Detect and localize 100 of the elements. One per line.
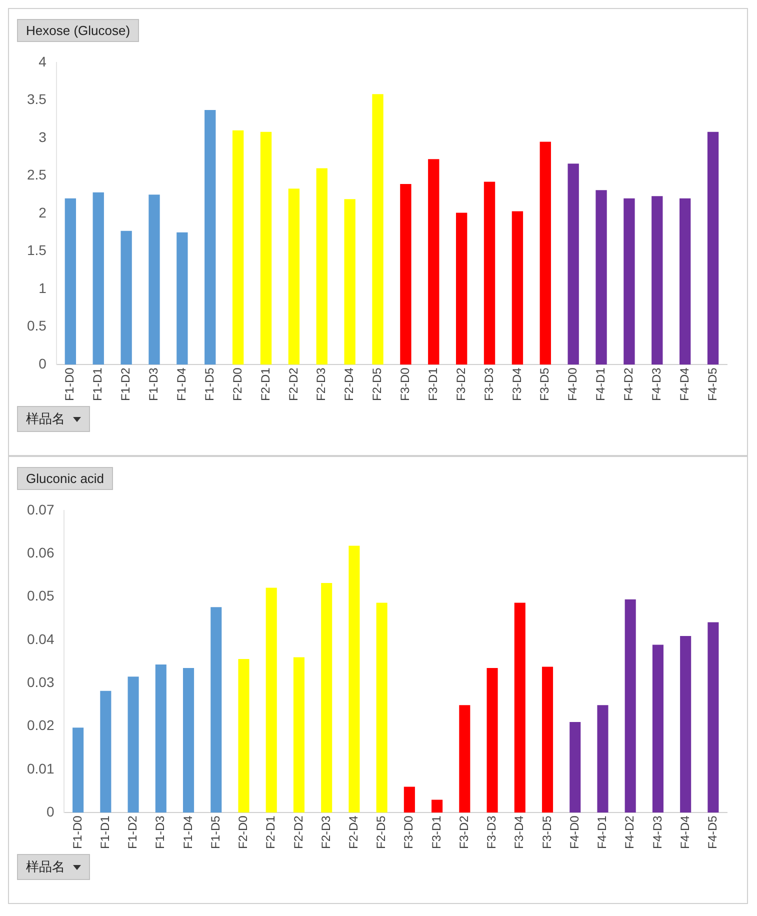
bar <box>176 232 188 365</box>
bar <box>210 607 222 813</box>
bar <box>540 142 551 365</box>
x-tick-label: F3-D2 <box>456 815 471 850</box>
y-tick-label: 3 <box>38 128 47 145</box>
x-tick-label: F4-D2 <box>622 367 636 402</box>
x-tick-label: F4-D4 <box>677 367 692 402</box>
x-tick-label: F1-D5 <box>202 367 216 402</box>
bar <box>232 130 244 365</box>
chart-title: Hexose (Glucose) <box>17 19 140 42</box>
x-tick-label: F3-D4 <box>512 815 526 850</box>
bar <box>348 546 360 813</box>
bar <box>570 722 581 813</box>
y-tick-label: 0 <box>38 356 47 372</box>
bar <box>293 657 304 813</box>
bar <box>100 690 112 813</box>
y-tick-label: 0 <box>46 804 54 820</box>
bar <box>707 132 719 365</box>
x-tick-label: F3-D5 <box>540 815 554 850</box>
x-tick-label: F3-D0 <box>398 367 412 402</box>
bar <box>597 705 608 813</box>
x-tick-label: F2-D2 <box>286 367 300 402</box>
x-tick-label: F1-D2 <box>118 367 133 402</box>
y-tick-label: 1.5 <box>26 242 47 258</box>
x-tick-label: F1-D4 <box>174 367 188 402</box>
x-tick-label: F2-D1 <box>258 367 272 402</box>
x-axis-title: 样品名 <box>26 859 65 874</box>
bar <box>680 198 691 365</box>
x-tick-label: F1-D0 <box>62 367 77 402</box>
bar <box>238 658 250 813</box>
bar <box>512 211 524 365</box>
bar <box>260 132 272 365</box>
x-tick-label: F1-D5 <box>208 815 222 850</box>
bar <box>486 668 498 813</box>
x-tick-label: F3-D2 <box>454 367 468 402</box>
bar <box>128 676 139 813</box>
bar <box>155 664 166 813</box>
bar <box>624 599 636 813</box>
y-tick-label: 2.5 <box>26 166 47 183</box>
x-tick-label: F3-D1 <box>426 367 440 402</box>
x-tick-label: F2-D3 <box>314 367 328 402</box>
x-tick-label: F4-D5 <box>705 367 720 402</box>
bar <box>376 602 388 813</box>
x-tick-label: F2-D3 <box>318 815 333 850</box>
bar <box>624 198 635 365</box>
y-tick-label: 0.04 <box>27 630 54 647</box>
bar <box>72 728 84 813</box>
bar <box>148 194 160 365</box>
bar <box>428 159 440 365</box>
x-tick-label: F1-D3 <box>146 367 161 402</box>
y-tick-label: 0.02 <box>27 717 54 734</box>
bar <box>321 582 332 813</box>
x-tick-label: F1-D3 <box>153 815 168 850</box>
x-tick-label: F4-D0 <box>567 815 582 850</box>
bar <box>266 588 277 813</box>
bar <box>316 168 328 365</box>
x-tick-label: F1-D4 <box>180 815 195 850</box>
bar <box>652 644 664 813</box>
x-tick-label: F2-D0 <box>230 367 244 402</box>
x-tick-label: F1-D1 <box>90 367 105 402</box>
bar <box>120 230 132 365</box>
bar <box>404 786 415 813</box>
y-tick-label: 2 <box>38 204 47 220</box>
y-tick-label: 0.06 <box>27 544 54 560</box>
y-tick-label: 0.01 <box>27 760 54 776</box>
x-tick-label: F2-D0 <box>236 815 250 850</box>
x-tick-label: F4-D2 <box>622 815 637 850</box>
bar <box>596 190 607 365</box>
y-tick-label: 0.03 <box>27 674 54 690</box>
x-tick-label: F4-D3 <box>650 815 664 850</box>
x-tick-label: F2-D4 <box>342 367 356 402</box>
x-tick-label: F3-D3 <box>484 815 499 850</box>
x-tick-label: F3-D0 <box>402 815 416 850</box>
x-tick-label: F2-D4 <box>346 815 361 850</box>
x-tick-label: F3-D1 <box>429 815 444 850</box>
x-tick-label: F2-D5 <box>374 815 388 850</box>
x-tick-label: F1-D2 <box>126 815 140 850</box>
bar <box>204 110 216 365</box>
x-tick-label: F4-D4 <box>678 815 692 850</box>
x-tick-label: F4-D1 <box>595 815 610 850</box>
x-tick-label: F3-D4 <box>510 367 524 402</box>
bar <box>456 212 468 365</box>
x-tick-label: F4-D0 <box>566 367 580 402</box>
x-axis-title: 样品名 <box>26 411 65 426</box>
bar <box>372 94 384 365</box>
x-tick-label: F2-D1 <box>264 815 278 850</box>
y-tick-label: 4 <box>38 53 47 70</box>
x-tick-label: F2-D2 <box>291 815 306 850</box>
x-tick-label: F3-D5 <box>538 367 552 402</box>
x-tick-label: F1-D0 <box>70 815 84 850</box>
x-tick-label: F4-D5 <box>706 815 720 850</box>
bar <box>64 198 76 365</box>
bar <box>680 636 692 813</box>
x-tick-label: F1-D1 <box>98 815 112 850</box>
y-tick-label: 0.5 <box>26 318 47 334</box>
chart-title: Gluconic acid <box>17 467 114 490</box>
bar <box>514 602 526 813</box>
x-tick-label: F2-D5 <box>370 367 384 402</box>
x-tick-label: F4-D1 <box>594 367 608 402</box>
y-tick-label: 0.07 <box>27 501 54 518</box>
